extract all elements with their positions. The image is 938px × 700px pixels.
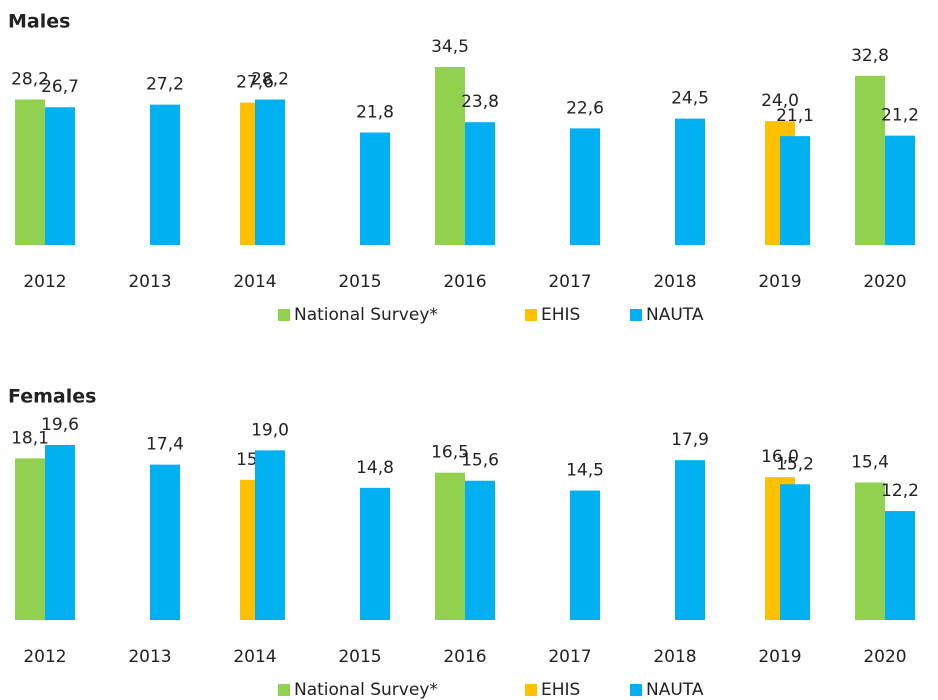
bar <box>255 99 285 245</box>
value-label: 14,5 <box>566 461 604 481</box>
bar <box>360 132 390 245</box>
bar <box>150 464 180 620</box>
legend-label: EHIS <box>541 305 580 325</box>
bar <box>855 482 885 620</box>
bar <box>255 450 285 620</box>
chart: Males201228,226,7201327,2201427,628,2201… <box>8 11 919 326</box>
bar <box>435 472 465 620</box>
bar <box>45 107 75 246</box>
legend-swatch <box>278 684 290 696</box>
bar <box>465 122 495 245</box>
x-tick-label: 2013 <box>128 272 171 292</box>
value-label: 24,0 <box>761 91 799 111</box>
bar <box>360 487 390 620</box>
bar <box>15 99 45 245</box>
bar <box>780 136 810 245</box>
legend-label: EHIS <box>541 680 580 700</box>
x-tick-label: 2020 <box>863 272 906 292</box>
value-label: 28,2 <box>251 70 289 90</box>
value-label: 19,6 <box>41 415 79 435</box>
value-label: 15,6 <box>461 451 499 471</box>
x-tick-label: 2015 <box>338 647 381 667</box>
value-label: 18,1 <box>11 428 49 448</box>
bar <box>570 128 600 245</box>
value-label: 23,8 <box>461 92 499 112</box>
legend-swatch <box>278 309 290 321</box>
value-label: 17,4 <box>146 435 184 455</box>
value-label: 32,8 <box>851 46 889 66</box>
value-label: 27,2 <box>146 75 184 95</box>
bar <box>885 135 915 245</box>
value-label: 24,5 <box>671 89 709 109</box>
chart-title: Males <box>8 11 70 33</box>
chart-title: Females <box>8 386 96 408</box>
value-label: 34,5 <box>431 37 469 57</box>
value-label: 27,6 <box>236 73 274 93</box>
x-tick-label: 2019 <box>758 272 801 292</box>
value-label: 14,8 <box>356 458 394 478</box>
x-tick-label: 2016 <box>443 647 486 667</box>
bar <box>675 460 705 620</box>
x-tick-label: 2014 <box>233 272 276 292</box>
x-tick-label: 2017 <box>548 647 591 667</box>
x-tick-label: 2017 <box>548 272 591 292</box>
bar <box>570 490 600 620</box>
value-label: 21,8 <box>356 103 394 123</box>
value-label: 26,7 <box>41 77 79 97</box>
legend-swatch <box>630 309 642 321</box>
x-tick-label: 2012 <box>23 272 66 292</box>
x-tick-label: 2019 <box>758 647 801 667</box>
value-label: 22,6 <box>566 98 604 118</box>
legend-swatch <box>525 309 537 321</box>
legend-label: National Survey* <box>294 305 438 325</box>
x-tick-label: 2013 <box>128 647 171 667</box>
legend-label: NAUTA <box>646 305 704 325</box>
x-tick-label: 2014 <box>233 647 276 667</box>
value-label: 15,2 <box>776 454 814 474</box>
value-label: 12,2 <box>881 481 919 501</box>
chart: Females201218,119,6201317,4201415,719,02… <box>8 386 919 700</box>
bar <box>465 480 495 620</box>
x-tick-label: 2018 <box>653 647 696 667</box>
bar <box>675 118 705 245</box>
bar <box>15 458 45 620</box>
x-tick-label: 2020 <box>863 647 906 667</box>
value-label: 21,1 <box>776 106 814 126</box>
x-tick-label: 2016 <box>443 272 486 292</box>
value-label: 15,4 <box>851 453 889 473</box>
bar <box>45 445 75 620</box>
x-tick-label: 2018 <box>653 272 696 292</box>
value-label: 17,9 <box>671 430 709 450</box>
value-label: 19,0 <box>251 420 289 440</box>
legend-label: National Survey* <box>294 680 438 700</box>
bar <box>435 67 465 245</box>
legend-swatch <box>525 684 537 696</box>
value-label: 28,2 <box>11 70 49 90</box>
bar <box>780 484 810 620</box>
value-label: 16,5 <box>431 443 469 463</box>
x-tick-label: 2015 <box>338 272 381 292</box>
bar <box>150 104 180 246</box>
x-tick-label: 2012 <box>23 647 66 667</box>
bar <box>885 511 915 620</box>
value-label: 21,2 <box>881 106 919 126</box>
legend-label: NAUTA <box>646 680 704 700</box>
value-label: 16,0 <box>761 447 799 467</box>
legend-swatch <box>630 684 642 696</box>
bar <box>855 75 885 245</box>
